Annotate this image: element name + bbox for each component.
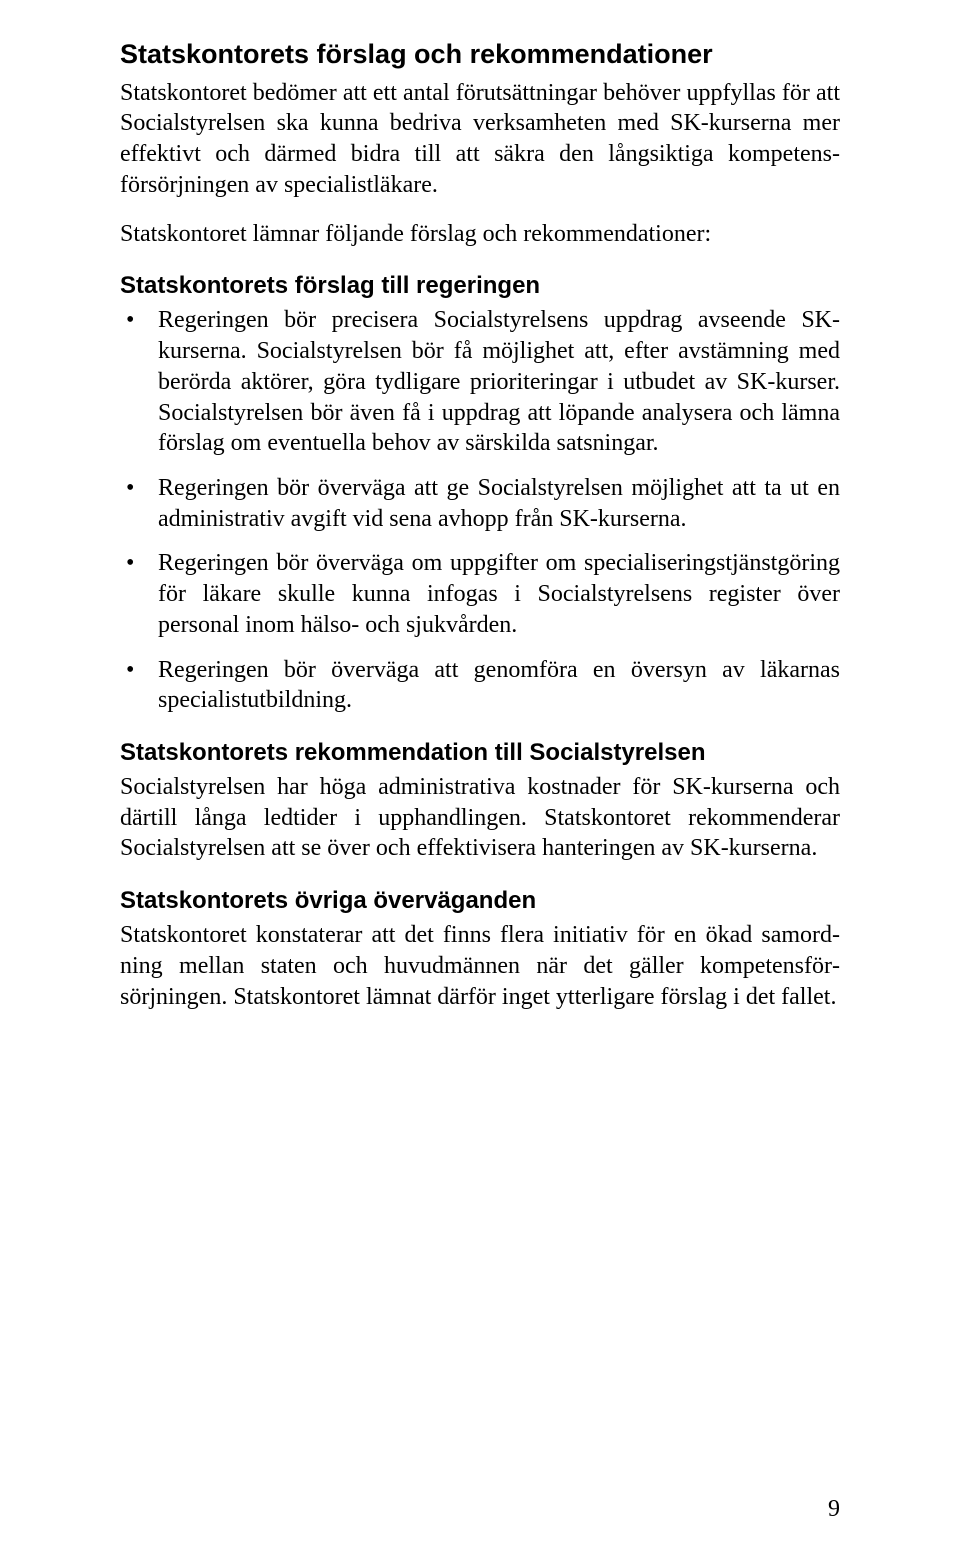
list-item: Regeringen bör överväga om uppgifter om …	[120, 548, 840, 640]
list-item: Regeringen bör överväga att ge Socialsty…	[120, 473, 840, 534]
page-number: 9	[828, 1496, 840, 1523]
heading-section-1: Statskontorets förslag till regeringen	[120, 271, 840, 301]
intro-paragraph-2: Statskontoret lämnar följande förslag oc…	[120, 219, 840, 250]
bullet-list-section-1: Regeringen bör precisera Socialstyrelsen…	[120, 305, 840, 716]
heading-main: Statskontorets förslag och rekommendatio…	[120, 38, 840, 72]
intro-paragraph-1: Statskontoret bedömer att ett antal föru…	[120, 78, 840, 201]
heading-section-3: Statskontorets övriga överväganden	[120, 886, 840, 916]
document-page: Statskontorets förslag och rekommendatio…	[0, 0, 960, 1565]
section-2-paragraph: Socialstyrelsen har höga administrativa …	[120, 772, 840, 864]
list-item: Regeringen bör överväga att genomföra en…	[120, 655, 840, 716]
list-item: Regeringen bör precisera Socialstyrelsen…	[120, 305, 840, 459]
section-3-paragraph: Statskontoret konstaterar att det finns …	[120, 920, 840, 1012]
heading-section-2: Statskontorets rekommendation till Socia…	[120, 738, 840, 768]
